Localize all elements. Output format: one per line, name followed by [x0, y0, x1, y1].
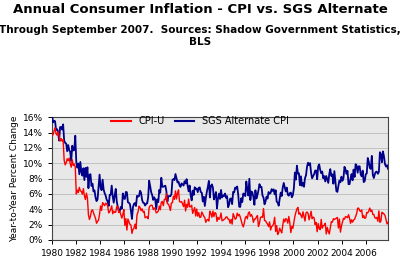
Y-axis label: Year-to-Year Percent Change: Year-to-Year Percent Change [10, 115, 19, 242]
Legend: CPI-U, SGS Alternate CPI: CPI-U, SGS Alternate CPI [108, 112, 292, 130]
Text: Annual Consumer Inflation - CPI vs. SGS Alternate: Annual Consumer Inflation - CPI vs. SGS … [13, 3, 387, 16]
Text: Through September 2007.  Sources: Shadow Government Statistics,
BLS: Through September 2007. Sources: Shadow … [0, 25, 400, 47]
